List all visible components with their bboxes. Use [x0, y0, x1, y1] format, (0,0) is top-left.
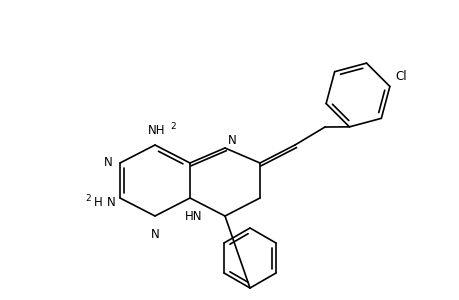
Text: Cl: Cl: [394, 70, 406, 83]
Text: N: N: [106, 196, 115, 209]
Text: NH: NH: [148, 124, 165, 137]
Text: 2: 2: [85, 194, 90, 203]
Text: 2: 2: [170, 122, 175, 131]
Text: N: N: [228, 134, 236, 146]
Text: N: N: [150, 228, 159, 241]
Text: H: H: [94, 196, 102, 209]
Text: N: N: [104, 157, 113, 169]
Text: HN: HN: [185, 211, 202, 224]
